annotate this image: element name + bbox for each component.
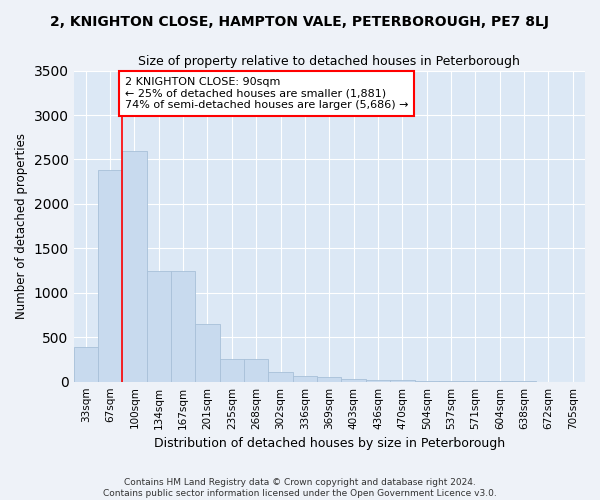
Bar	[98, 170, 122, 382]
Text: 2 KNIGHTON CLOSE: 90sqm
← 25% of detached houses are smaller (1,881)
74% of semi: 2 KNIGHTON CLOSE: 90sqm ← 25% of detache…	[125, 77, 408, 110]
Bar	[293, 376, 317, 382]
Text: Contains HM Land Registry data © Crown copyright and database right 2024.
Contai: Contains HM Land Registry data © Crown c…	[103, 478, 497, 498]
Bar	[341, 378, 366, 382]
Bar	[317, 377, 341, 382]
Bar	[366, 380, 390, 382]
Bar	[390, 380, 415, 382]
Bar	[74, 347, 98, 382]
Y-axis label: Number of detached properties: Number of detached properties	[15, 133, 28, 319]
Bar	[244, 358, 268, 382]
Bar	[196, 324, 220, 382]
Bar	[122, 150, 146, 382]
Bar	[146, 270, 171, 382]
Title: Size of property relative to detached houses in Peterborough: Size of property relative to detached ho…	[139, 55, 520, 68]
Bar	[220, 358, 244, 382]
Text: 2, KNIGHTON CLOSE, HAMPTON VALE, PETERBOROUGH, PE7 8LJ: 2, KNIGHTON CLOSE, HAMPTON VALE, PETERBO…	[50, 15, 550, 29]
Bar	[171, 270, 196, 382]
Bar	[439, 381, 463, 382]
Bar	[268, 372, 293, 382]
Bar	[415, 381, 439, 382]
X-axis label: Distribution of detached houses by size in Peterborough: Distribution of detached houses by size …	[154, 437, 505, 450]
